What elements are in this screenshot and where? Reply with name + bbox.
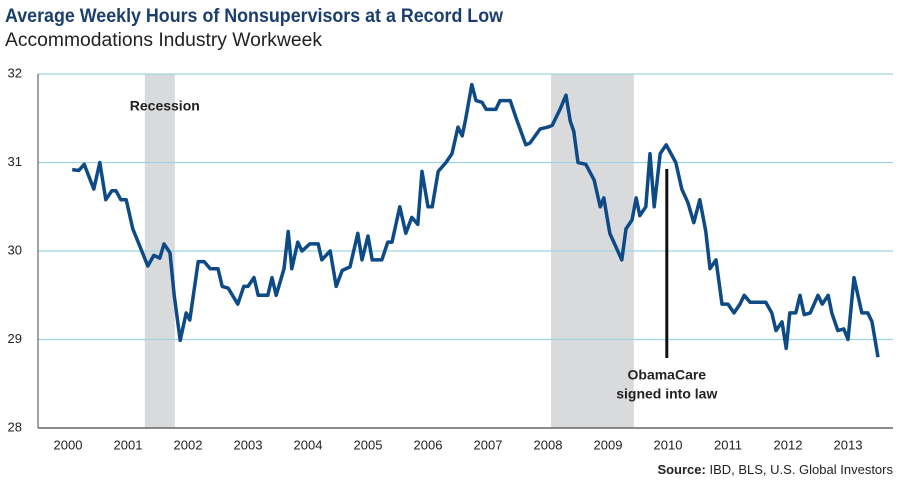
y-tick-label: 31 [8, 154, 22, 169]
source-text: IBD, BLS, U.S. Global Investors [709, 462, 893, 477]
region-label: Recession [130, 98, 200, 114]
x-tick-label: 2003 [234, 437, 263, 452]
x-tick-label: 2004 [294, 437, 323, 452]
y-tick-label: 29 [8, 331, 22, 346]
y-tick-label: 30 [8, 242, 22, 257]
x-tick-label: 2012 [774, 437, 803, 452]
x-tick-label: 2011 [714, 437, 742, 452]
x-tick-label: 2008 [534, 437, 563, 452]
x-tick-label: 2010 [654, 437, 683, 452]
x-tick-label: 2000 [54, 437, 83, 452]
x-tick-label: 2007 [474, 437, 503, 452]
source: Source: IBD, BLS, U.S. Global Investors [657, 462, 893, 477]
data-line [71, 82, 880, 358]
y-tick-label: 28 [8, 419, 22, 434]
chart-subtitle: Accommodations Industry Workweek [5, 30, 322, 51]
annotation-text: signed into law [616, 386, 717, 402]
source-label: Source: [657, 462, 705, 477]
x-tick-label: 2006 [414, 437, 443, 452]
x-tick-label: 2005 [354, 437, 383, 452]
x-tick-label: 2013 [834, 437, 863, 452]
x-tick-label: 2009 [594, 437, 623, 452]
y-tick-label: 32 [8, 65, 22, 80]
annotation-text: ObamaCare [628, 367, 707, 383]
x-tick-label: 2001 [114, 437, 143, 452]
chart-title: Average Weekly Hours of Nonsupervisors a… [5, 6, 503, 27]
x-tick-label: 2002 [174, 437, 203, 452]
